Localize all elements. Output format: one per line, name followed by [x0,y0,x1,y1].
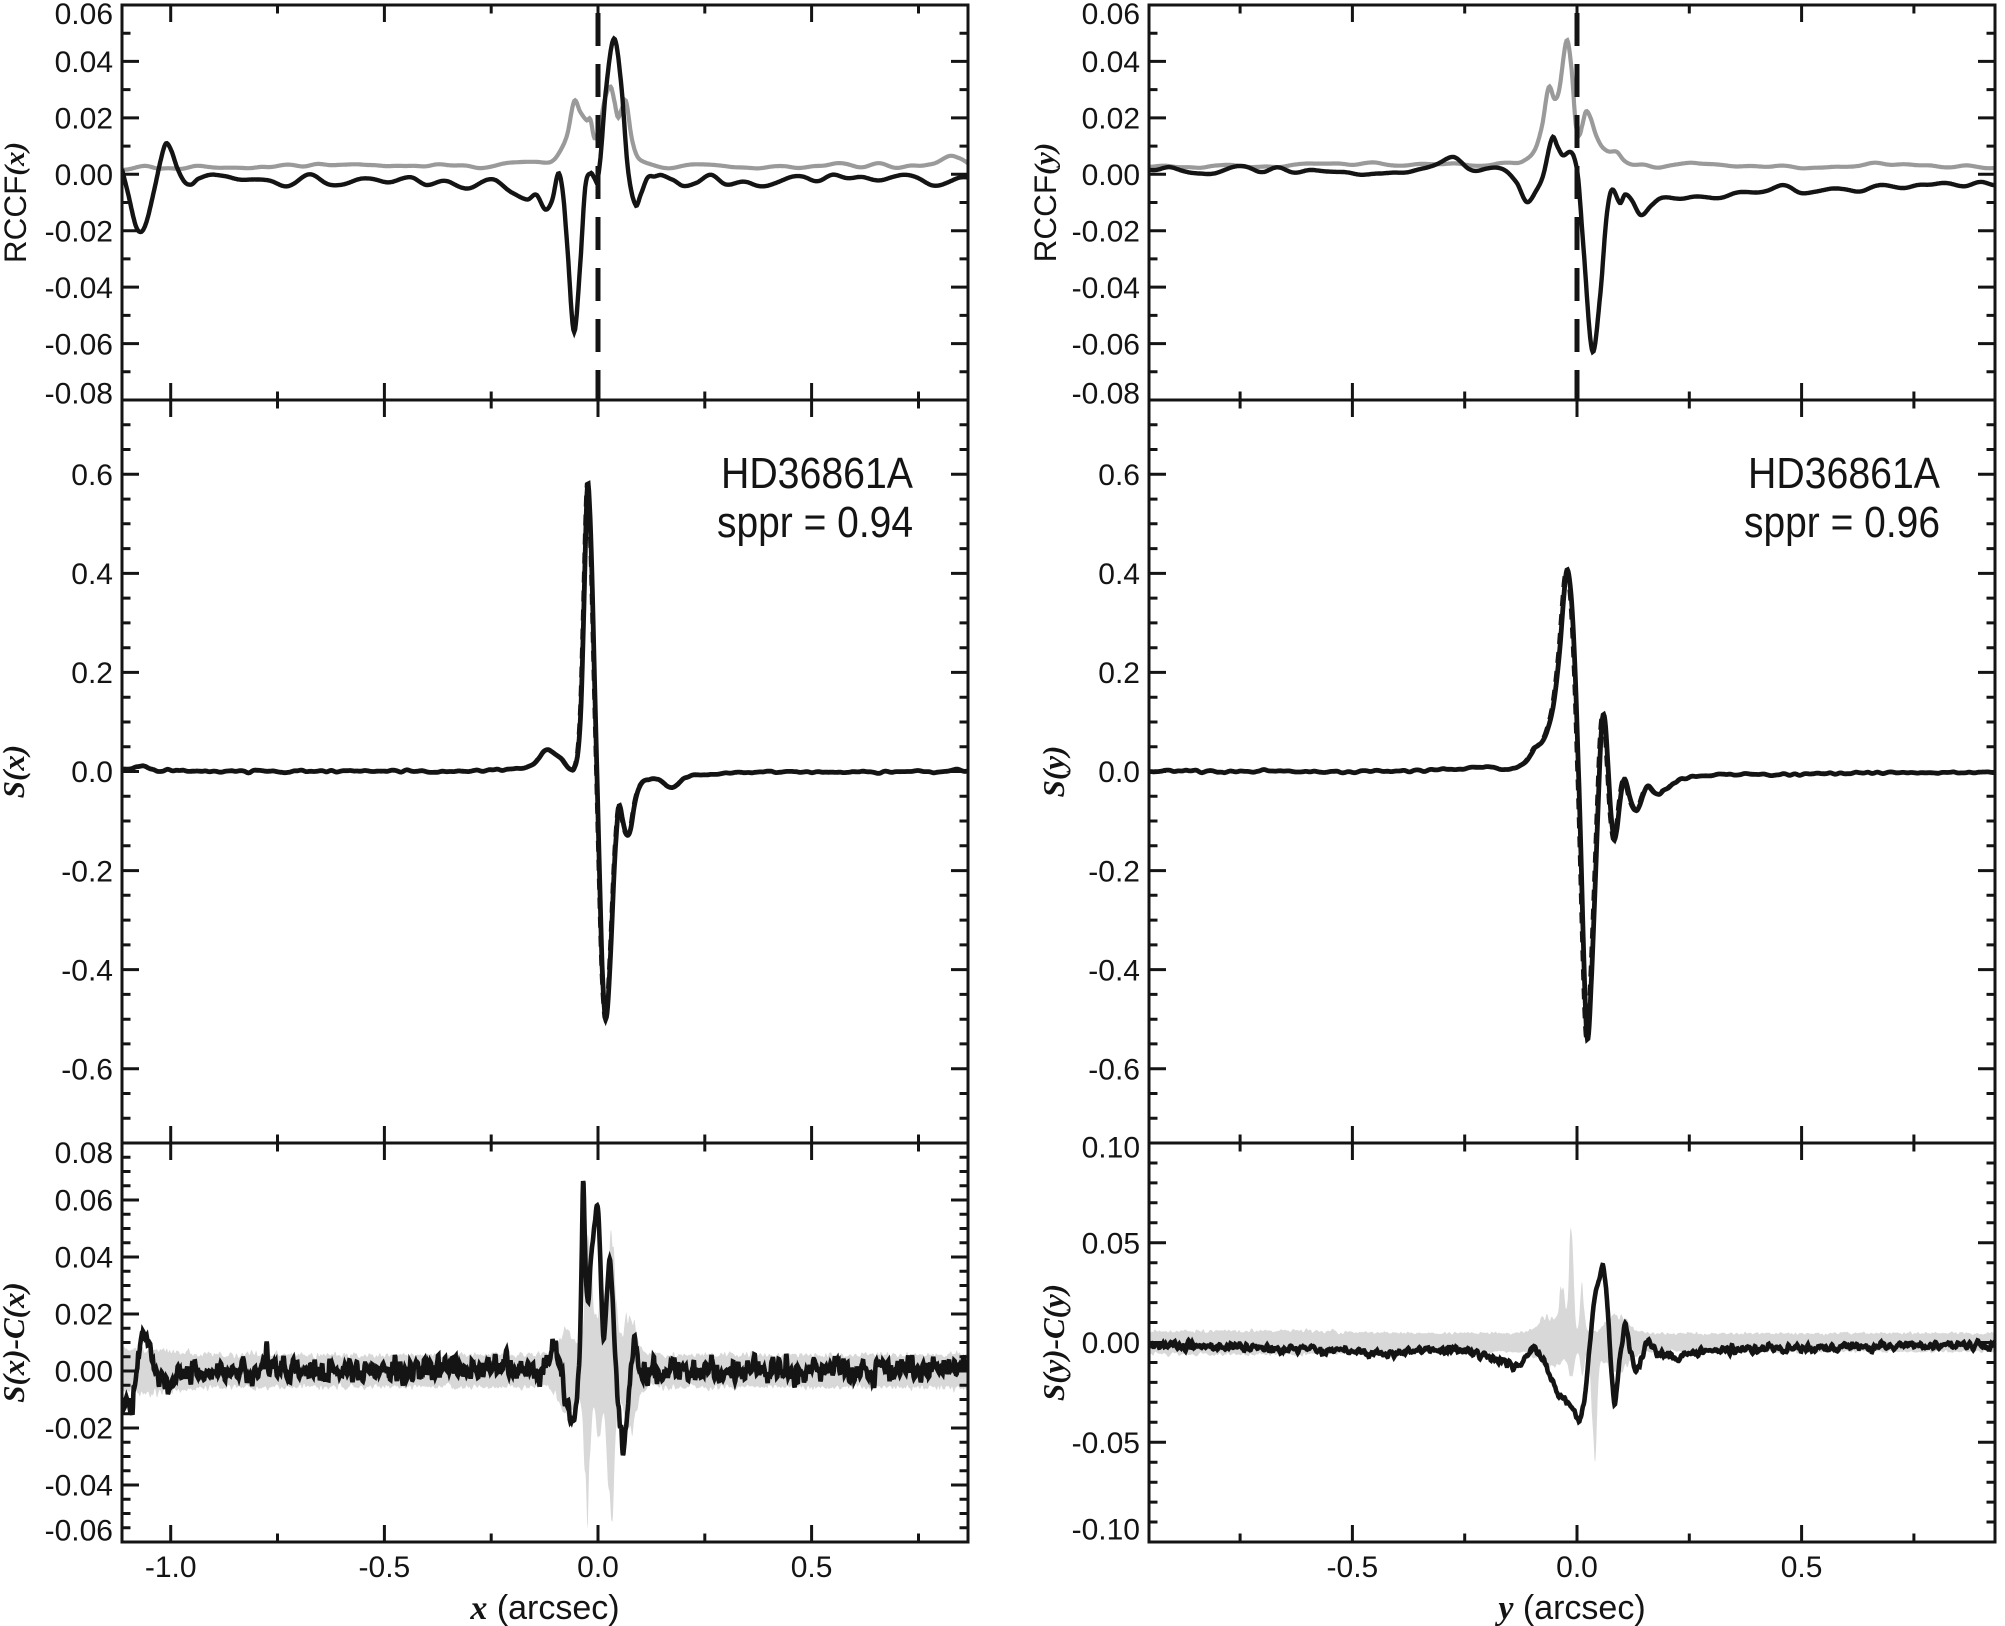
svg-text:-1.0: -1.0 [145,1551,197,1584]
svg-text:0.06: 0.06 [55,1185,113,1218]
svg-text:RCCF(y): RCCF(y) [1027,143,1063,263]
svg-text:0.0: 0.0 [577,1551,619,1584]
svg-text:0.00: 0.00 [55,159,113,192]
svg-text:0.6: 0.6 [71,459,113,492]
svg-text:-0.08: -0.08 [45,378,113,411]
svg-text:0.10: 0.10 [1082,1131,1140,1164]
svg-text:0.00: 0.00 [1082,1327,1140,1360]
svg-text:0.05: 0.05 [1082,1228,1140,1261]
svg-text:0.08: 0.08 [55,1137,113,1170]
svg-text:0.4: 0.4 [71,558,113,591]
svg-text:-0.6: -0.6 [1088,1053,1140,1086]
svg-text:S(x): S(x) [0,745,31,798]
svg-text:-0.04: -0.04 [1072,272,1140,305]
svg-text:S(x)-C(x): S(x)-C(x) [0,1282,31,1403]
svg-text:-0.02: -0.02 [45,215,113,248]
svg-text:-0.05: -0.05 [1072,1427,1140,1460]
svg-text:-0.10: -0.10 [1072,1514,1140,1547]
svg-text:0.02: 0.02 [55,103,113,136]
svg-text:-0.02: -0.02 [45,1413,113,1446]
svg-text:HD36861A: HD36861A [721,449,914,498]
svg-text:sppr = 0.94: sppr = 0.94 [717,498,913,547]
svg-text:0.02: 0.02 [1082,103,1140,136]
svg-text:-0.08: -0.08 [1072,378,1140,411]
svg-text:-0.6: -0.6 [61,1053,113,1086]
svg-text:-0.4: -0.4 [61,954,113,987]
svg-text:-0.06: -0.06 [1072,328,1140,361]
svg-text:-0.5: -0.5 [1327,1551,1379,1584]
svg-text:0.04: 0.04 [55,46,113,79]
svg-text:0.06: 0.06 [1082,0,1140,31]
svg-text:0.0: 0.0 [1098,756,1140,789]
svg-text:0.5: 0.5 [1781,1551,1823,1584]
svg-text:0.5: 0.5 [791,1551,833,1584]
svg-text:RCCF(x): RCCF(x) [0,142,33,263]
svg-text:-0.5: -0.5 [359,1551,411,1584]
svg-text:0.6: 0.6 [1098,459,1140,492]
svg-text:-0.06: -0.06 [45,1515,113,1548]
svg-text:0.0: 0.0 [1556,1551,1598,1584]
svg-text:HD36861A: HD36861A [1748,449,1941,498]
svg-text:0.2: 0.2 [71,657,113,690]
svg-text:0.02: 0.02 [55,1299,113,1332]
svg-text:-0.4: -0.4 [1088,954,1140,987]
svg-text:0.04: 0.04 [1082,46,1140,79]
svg-text:0.00: 0.00 [1082,159,1140,192]
svg-text:S(y)-C(y): S(y)-C(y) [1036,1284,1071,1401]
svg-text:x (arcsec): x (arcsec) [469,1589,619,1626]
svg-text:-0.02: -0.02 [1072,215,1140,248]
svg-text:-0.2: -0.2 [1088,855,1140,888]
svg-text:sppr = 0.96: sppr = 0.96 [1744,498,1940,547]
svg-text:-0.06: -0.06 [45,328,113,361]
svg-text:0.0: 0.0 [71,756,113,789]
svg-text:0.06: 0.06 [55,0,113,31]
svg-text:y (arcsec): y (arcsec) [1494,1589,1645,1626]
svg-text:0.4: 0.4 [1098,558,1140,591]
svg-text:0.00: 0.00 [55,1356,113,1389]
svg-text:0.2: 0.2 [1098,657,1140,690]
svg-text:S(y): S(y) [1036,746,1071,798]
svg-text:-0.2: -0.2 [61,855,113,888]
svg-text:-0.04: -0.04 [45,272,113,305]
svg-text:-0.04: -0.04 [45,1470,113,1503]
svg-text:0.04: 0.04 [55,1242,113,1275]
